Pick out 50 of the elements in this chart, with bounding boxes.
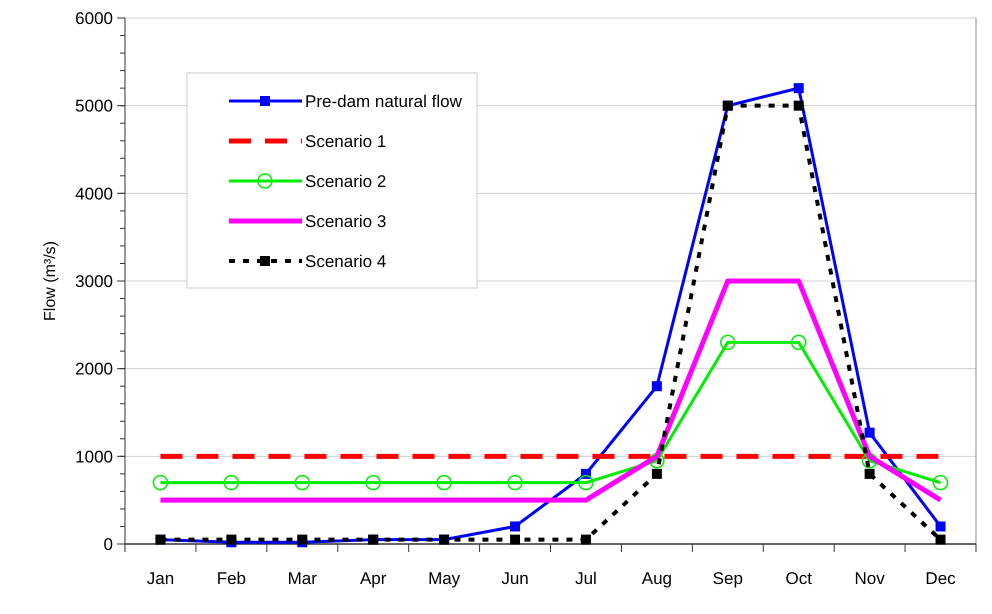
y-tick-label: 3000 <box>75 272 113 291</box>
x-tick-label: Mar <box>288 569 318 588</box>
point <box>436 474 452 490</box>
x-tick-label: Nov <box>854 569 886 588</box>
point <box>649 452 665 468</box>
point <box>720 334 736 350</box>
y-tick-label: 6000 <box>75 8 113 28</box>
x-tick-label: Jun <box>501 569 529 588</box>
point <box>580 534 591 545</box>
point <box>226 534 236 545</box>
x-tick-label: Jan <box>146 569 174 588</box>
x-tick-label: Dec <box>925 569 956 588</box>
point <box>862 452 878 468</box>
point <box>652 468 662 479</box>
point <box>932 474 948 490</box>
point <box>297 534 308 545</box>
point <box>936 521 946 532</box>
legend-label: Scenario 1 <box>305 132 386 151</box>
point <box>510 521 520 532</box>
x-tick-label: May <box>428 569 461 588</box>
x-tick-label: Jul <box>575 569 597 588</box>
point <box>578 474 594 490</box>
point <box>224 474 240 490</box>
x-tick-label: Oct <box>785 569 812 588</box>
legend-label: Scenario 4 <box>305 252 386 271</box>
y-tick-label: 1000 <box>75 447 113 466</box>
y-tick-label: 2000 <box>75 360 113 379</box>
point <box>936 534 946 545</box>
legend-label: Pre-dam natural flow <box>305 92 463 111</box>
point <box>794 100 804 111</box>
point <box>652 381 662 392</box>
x-tick-label: Sep <box>712 569 743 588</box>
y-tick-label: 4000 <box>75 184 113 204</box>
point <box>294 474 310 490</box>
point <box>365 474 381 490</box>
legend-label: Scenario 2 <box>305 172 386 191</box>
point <box>507 474 523 490</box>
point <box>794 83 804 94</box>
legend-label: Scenario 3 <box>305 212 386 231</box>
point <box>152 474 168 490</box>
y-tick-label: 0 <box>104 534 113 554</box>
point <box>510 534 520 545</box>
x-tick-label: Aug <box>642 569 672 588</box>
y-axis-title: Flow (m³/s) <box>42 241 59 321</box>
x-tick-label: Apr <box>360 569 387 588</box>
point <box>790 334 806 350</box>
point <box>864 428 875 438</box>
point <box>864 468 875 479</box>
y-tick-label: 5000 <box>75 96 113 116</box>
x-tick-label: Feb <box>216 569 246 588</box>
